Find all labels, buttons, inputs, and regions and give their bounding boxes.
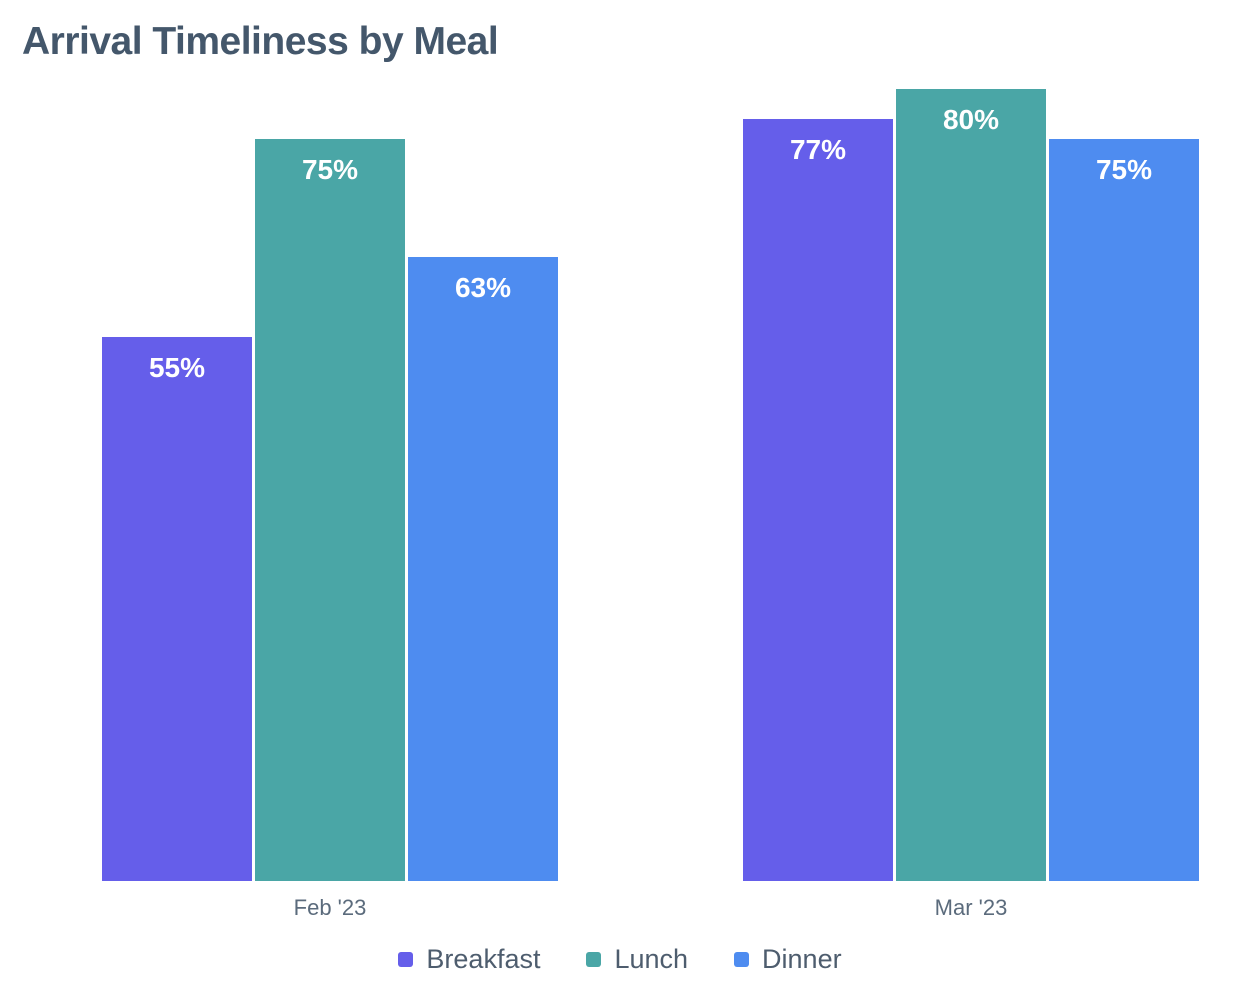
x-axis-label-mar: Mar '23: [934, 895, 1008, 920]
breakfast-swatch-icon: [398, 952, 414, 967]
legend: Breakfast Lunch Dinner: [0, 944, 1240, 975]
bar-feb-lunch: 75%: [255, 138, 405, 881]
x-axis-label-feb: Feb '23: [293, 895, 367, 920]
bar-mar-lunch: 80%: [896, 89, 1046, 881]
category-group-feb: 55% 75% 63% Feb '23: [102, 89, 558, 921]
bar-value-label: 55%: [148, 351, 206, 383]
legend-label-breakfast: Breakfast: [426, 944, 541, 974]
bar-feb-breakfast: 55%: [102, 336, 252, 881]
bar-value-label: 75%: [1095, 153, 1153, 185]
lunch-swatch-icon: [586, 952, 602, 967]
chart-title: Arrival Timeliness by Meal: [22, 20, 499, 63]
bar-value-label: 63%: [454, 272, 512, 304]
category-group-mar: 77% 80% 75% Mar '23: [743, 89, 1199, 921]
legend-item-dinner: Dinner: [734, 944, 842, 975]
bars-row-feb: 55% 75% 63%: [102, 89, 558, 881]
bar-mar-dinner: 75%: [1049, 138, 1199, 881]
bar-feb-dinner: 63%: [408, 257, 558, 881]
plot-area: 55% 75% 63% Feb '23 77% 80% 7: [102, 89, 1199, 921]
legend-label-dinner: Dinner: [762, 944, 842, 974]
dinner-swatch-icon: [734, 952, 750, 967]
bar-value-label: 80%: [942, 104, 1000, 135]
legend-item-breakfast: Breakfast: [398, 944, 540, 975]
bar-value-label: 77%: [789, 133, 847, 165]
bar-mar-breakfast: 77%: [743, 118, 893, 881]
bar-value-label: 75%: [301, 153, 359, 185]
legend-label-lunch: Lunch: [614, 944, 689, 974]
bars-row-mar: 77% 80% 75%: [743, 89, 1199, 881]
legend-item-lunch: Lunch: [586, 944, 688, 975]
